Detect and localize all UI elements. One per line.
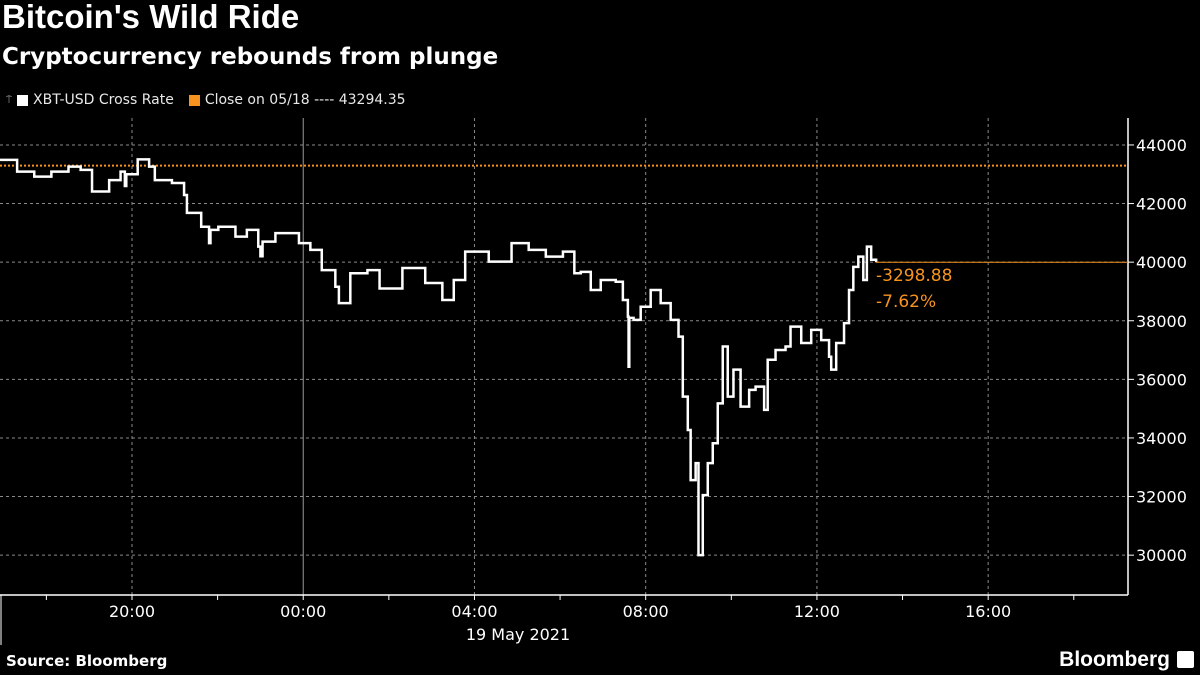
x-tick-label: 12:00 — [794, 602, 840, 621]
x-tick-label: 16:00 — [965, 602, 1011, 621]
x-tick-label: 08:00 — [623, 602, 669, 621]
percent-annotation: -7.62% — [876, 292, 936, 312]
chart-title: Bitcoin's Wild Ride — [2, 0, 300, 35]
legend-pin-icon[interactable]: ⍑ — [6, 94, 12, 106]
legend-label-reference: Close on 05/18 ---- 43294.35 — [204, 92, 406, 108]
x-tick-label: 20:00 — [109, 602, 155, 621]
x-tick-label: 00:00 — [280, 602, 326, 621]
series-line-xbt-usd — [0, 158, 878, 557]
y-tick-label: 32000 — [1136, 488, 1187, 507]
y-tick-label: 34000 — [1136, 429, 1187, 448]
y-tick-label: 40000 — [1136, 253, 1187, 272]
legend-swatch-reference — [188, 94, 200, 106]
bloomberg-chart-icon — [1177, 651, 1194, 668]
x-date-label: 19 May 2021 — [466, 625, 570, 644]
legend-swatch-series — [17, 94, 28, 106]
y-tick-label: 42000 — [1136, 195, 1187, 214]
source-note: Source: Bloomberg — [6, 652, 168, 670]
legend: ⍑ XBT-USD Cross Rate Close on 05/18 ----… — [6, 92, 406, 108]
legend-label-series: XBT-USD Cross Rate — [33, 92, 174, 108]
y-tick-label: 44000 — [1136, 136, 1187, 155]
y-tick-label: 30000 — [1136, 546, 1187, 565]
y-tick-label: 36000 — [1136, 370, 1187, 389]
change-annotation: -3298.88 — [876, 266, 952, 286]
x-tick-label: 04:00 — [451, 602, 497, 621]
y-tick-label: 38000 — [1136, 312, 1187, 331]
chart-subtitle: Cryptocurrency rebounds from plunge — [2, 44, 499, 70]
bloomberg-logo: Bloomberg — [1059, 648, 1170, 671]
